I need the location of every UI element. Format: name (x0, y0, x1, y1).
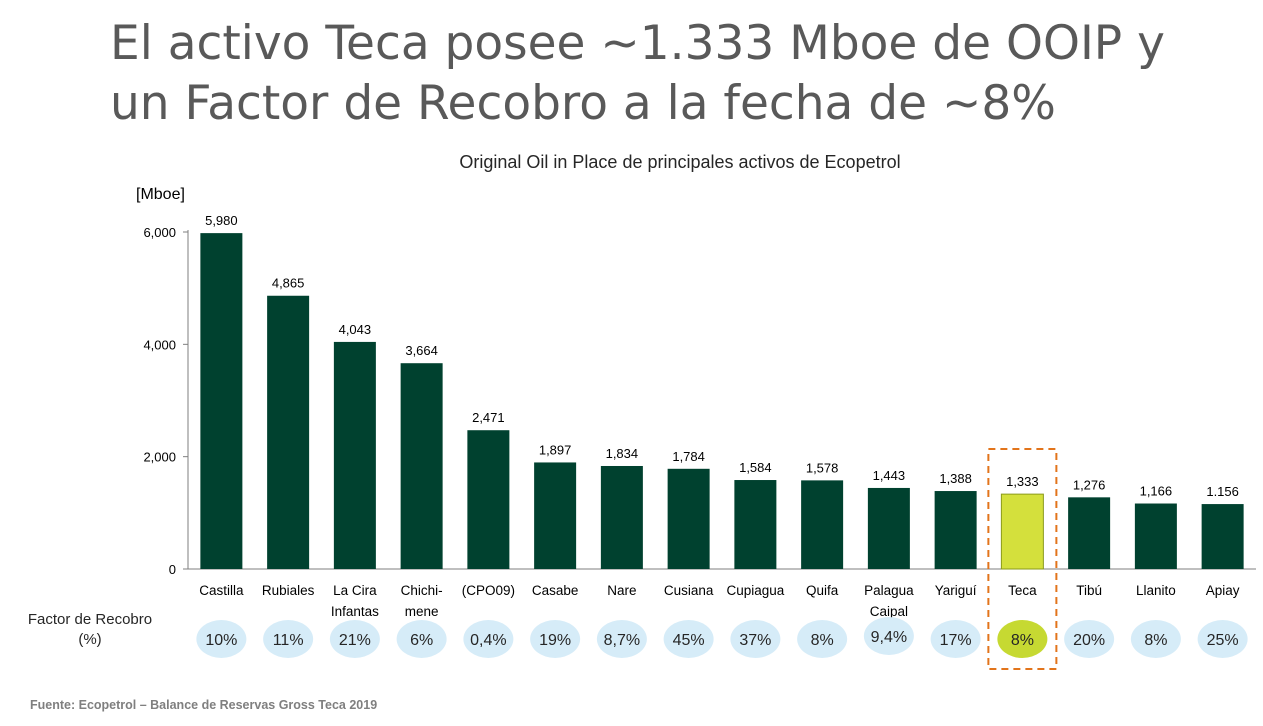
x-category-label: La Cira (333, 583, 377, 598)
bar-value-label: 1,388 (939, 471, 972, 486)
bar-rubiales (267, 295, 310, 569)
bar-value-label: 1,443 (873, 468, 906, 483)
bar-palagua-caipal (867, 487, 910, 569)
recovery-factor-value: 45% (673, 632, 705, 649)
bar-value-label: 5,980 (205, 213, 238, 228)
bar-cusiana (667, 468, 710, 569)
bar-cupiagua (734, 480, 777, 569)
bar-value-label: 1,784 (672, 449, 705, 464)
x-category-label: Tibú (1076, 583, 1102, 598)
x-category-label: Apiay (1206, 583, 1240, 598)
recovery-factor-pill (797, 620, 848, 658)
recovery-factor-value: 25% (1207, 632, 1239, 649)
x-category-label: Caipal (870, 604, 908, 619)
recovery-factor-value: 9,4% (871, 629, 907, 646)
bar-value-label: 1.156 (1206, 484, 1239, 499)
recovery-factor-pill (997, 620, 1048, 658)
bar-tibú (1068, 497, 1111, 569)
bar-quifa (801, 480, 844, 569)
recovery-factor-pill (263, 620, 314, 658)
bar-value-label: 1,276 (1073, 477, 1106, 492)
recovery-factor-pill (730, 620, 781, 658)
bar-apiay (1201, 504, 1244, 569)
x-category-label: Nare (607, 583, 636, 598)
recovery-factor-label-line-2: (%) (78, 631, 102, 648)
recovery-factor-value: 37% (739, 632, 771, 649)
bar-nare (600, 465, 643, 569)
x-category-label: Castilla (199, 583, 244, 598)
recovery-factor-value: 21% (339, 632, 371, 649)
x-category-label: Palagua (864, 583, 914, 598)
recovery-factor-label: Factor de Recobro (%) (10, 610, 170, 650)
bar-castilla (200, 233, 243, 569)
bar-value-label: 4,043 (339, 322, 372, 337)
x-category-label: Casabe (532, 583, 579, 598)
bar-llanito (1134, 503, 1177, 569)
recovery-factor-pill (663, 620, 714, 658)
recovery-factor-pill (329, 620, 380, 658)
x-category-label: (CPO09) (462, 583, 515, 598)
page-title-line-2: un Factor de Recobro a la fecha de ~8% (110, 76, 1056, 131)
bar-value-label: 1,166 (1140, 484, 1173, 499)
x-category-label: Infantas (331, 604, 379, 619)
recovery-factor-value: 10% (205, 632, 237, 649)
recovery-factor-value: 8% (1144, 632, 1167, 649)
bar-value-label: 4,865 (272, 276, 305, 291)
y-tick-label: 4,000 (143, 337, 176, 352)
chart-title: Original Oil in Place de principales act… (459, 152, 901, 172)
bar-casabe (534, 462, 577, 569)
recovery-factor-value: 20% (1073, 632, 1105, 649)
x-category-label: Rubiales (262, 583, 315, 598)
recovery-factor-value: 11% (273, 632, 304, 649)
bar-cpo09 (467, 430, 510, 569)
bar-chichi--mene (400, 363, 443, 569)
recovery-factor-pill (530, 620, 581, 658)
bar-value-label: 1,584 (739, 460, 772, 475)
y-tick-label: 0 (169, 562, 176, 577)
y-axis-unit-label: [Mboe] (136, 186, 185, 203)
recovery-factor-label-line-1: Factor de Recobro (27, 611, 153, 628)
x-category-label: Llanito (1136, 583, 1176, 598)
page-title: El activo Teca posee ~1.333 Mboe de OOIP… (110, 14, 1230, 134)
recovery-factor-value: 0,4% (470, 632, 506, 649)
recovery-factor-pill (596, 620, 647, 658)
recovery-factor-value: 6% (410, 632, 433, 649)
x-category-label: Teca (1008, 583, 1037, 598)
recovery-factor-value: 8% (1011, 632, 1034, 649)
recovery-factor-pill (863, 617, 914, 655)
x-category-label: mene (405, 604, 439, 619)
y-tick-label: 2,000 (143, 450, 176, 465)
x-category-label: Chichi- (401, 583, 443, 598)
bar-teca (1000, 493, 1044, 570)
x-category-label: Cupiagua (726, 583, 784, 598)
bar-value-label: 1,578 (806, 460, 839, 475)
recovery-factor-pill (1197, 620, 1248, 658)
recovery-factor-pill (196, 620, 247, 658)
bar-lacira-infantas (333, 341, 376, 569)
bar-value-label: 2,471 (472, 410, 505, 425)
recovery-factor-value: 17% (940, 632, 972, 649)
page-title-line-1: El activo Teca posee ~1.333 Mboe de OOIP… (110, 16, 1165, 71)
recovery-factor-pill (1064, 620, 1115, 658)
x-category-label: Yariguí (935, 583, 977, 598)
y-tick-label: 6,000 (143, 225, 176, 240)
bar-value-label: 1,834 (606, 446, 639, 461)
recovery-factor-pill (396, 620, 447, 658)
bar-value-label: 1,897 (539, 442, 572, 457)
recovery-factor-value: 8% (811, 632, 834, 649)
x-category-label: Cusiana (664, 583, 714, 598)
x-category-label: Quifa (806, 583, 839, 598)
bar-yariguí (934, 491, 977, 569)
bar-value-label: 3,664 (405, 343, 438, 358)
source-note: Fuente: Ecopetrol – Balance de Reservas … (30, 698, 378, 712)
recovery-factor-value: 8,7% (604, 632, 640, 649)
recovery-factor-pill (1130, 620, 1181, 658)
recovery-factor-pill (463, 620, 514, 658)
bar-value-label: 1,333 (1006, 474, 1039, 489)
recovery-factor-pill (930, 620, 981, 658)
recovery-factor-value: 19% (539, 632, 571, 649)
